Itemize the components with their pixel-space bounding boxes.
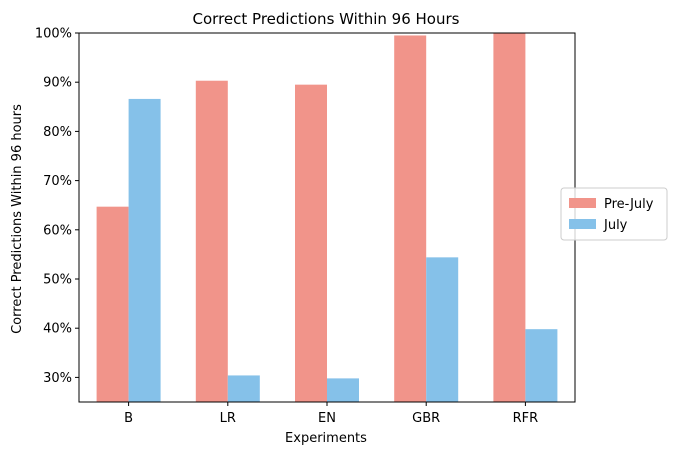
y-axis-label: Correct Predictions Within 96 hours bbox=[10, 104, 25, 334]
y-tick-label: 40% bbox=[43, 322, 72, 337]
x-tick-label: LR bbox=[220, 411, 236, 426]
chart-title: Correct Predictions Within 96 Hours bbox=[193, 10, 460, 28]
x-axis-label: Experiments bbox=[285, 431, 367, 446]
legend-swatch bbox=[569, 219, 596, 229]
x-tick-label: B bbox=[124, 411, 133, 426]
y-tick-label: 90% bbox=[43, 76, 72, 91]
x-tick-label: RFR bbox=[513, 411, 539, 426]
plot-area: 30% 40% 50% 60% 70% 80% 90% 100% B LR EN GBR RFR bbox=[35, 27, 576, 426]
legend-swatch bbox=[569, 198, 596, 208]
legend-label: July bbox=[603, 218, 628, 233]
bar-pre-july-lr bbox=[195, 80, 228, 402]
bar-pre-july-b bbox=[96, 206, 129, 402]
bar-july-lr bbox=[227, 375, 260, 402]
legend-label: Pre-July bbox=[604, 197, 654, 212]
x-tick-label: GBR bbox=[412, 411, 440, 426]
y-tick-label: 60% bbox=[43, 223, 72, 238]
bar-pre-july-gbr bbox=[394, 35, 427, 403]
y-tick-label: 30% bbox=[43, 371, 72, 386]
bar-july-en bbox=[327, 378, 359, 402]
bar-july-rfr bbox=[525, 329, 558, 402]
x-tick-label: EN bbox=[318, 411, 336, 426]
y-tick-label: 80% bbox=[43, 125, 72, 140]
y-tick-label: 50% bbox=[43, 273, 72, 288]
bar-july-gbr bbox=[426, 257, 459, 402]
y-tick-label: 100% bbox=[35, 27, 72, 42]
bar-july-b bbox=[128, 98, 161, 403]
legend: Pre-July July bbox=[560, 187, 668, 241]
y-tick-label: 70% bbox=[43, 174, 72, 189]
bar-pre-july-en bbox=[295, 84, 327, 402]
bar-pre-july-rfr bbox=[493, 33, 526, 402]
